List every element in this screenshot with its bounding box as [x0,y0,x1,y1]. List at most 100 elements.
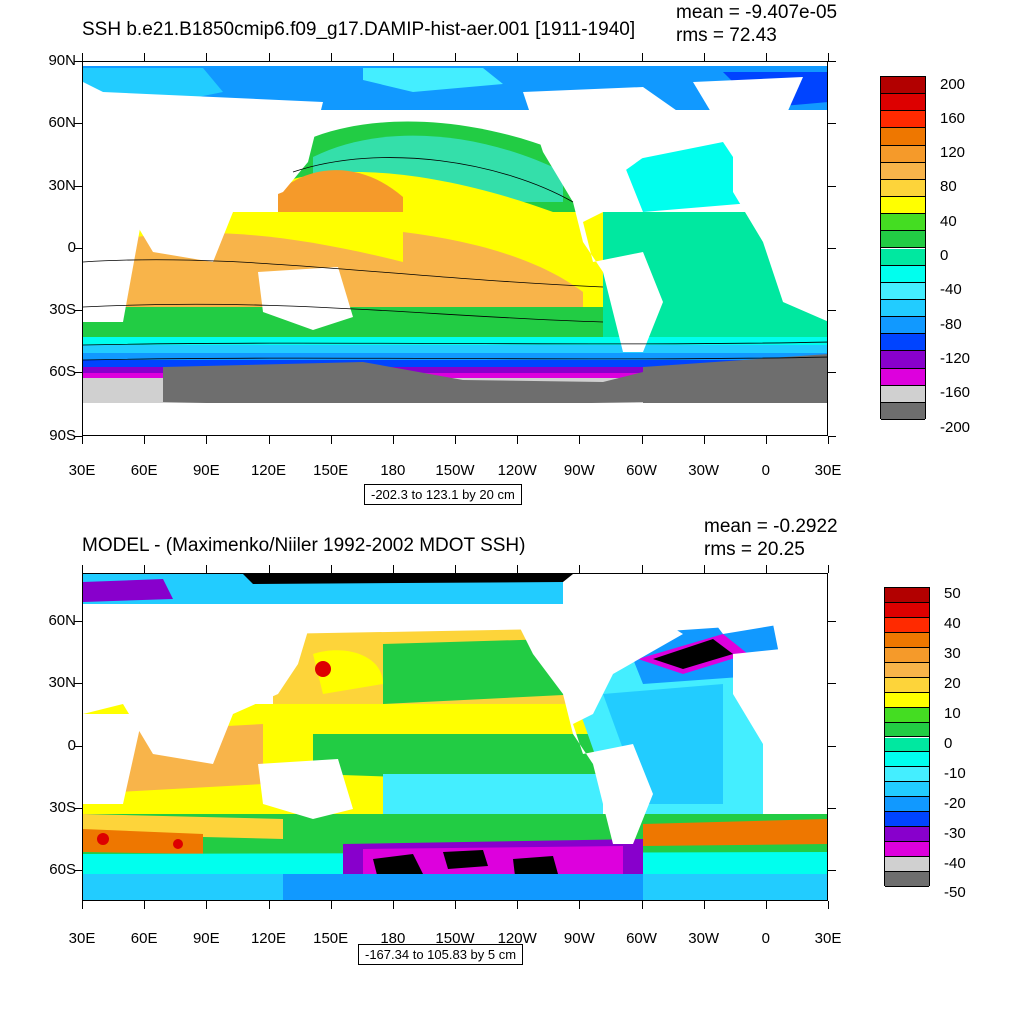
lat-label: 90S [49,427,76,444]
lon-tick [82,565,83,573]
lon-tick [641,565,643,573]
colorbar-label: 0 [944,734,953,752]
lon-tick [268,436,270,444]
colorbar-swatch [885,842,929,858]
colorbar-swatch [885,737,929,753]
lon-label: 60W [626,462,657,479]
colorbar-swatch [881,94,925,112]
lat-tick [828,372,836,373]
lat-tick [828,683,836,684]
colorbar-swatch [885,588,929,603]
colorbar-swatch [885,692,929,708]
lon-tick [392,565,394,573]
lon-tick [455,565,456,573]
lon-tick [82,901,83,909]
lon-tick [703,901,705,909]
lon-label: 180 [380,930,406,947]
lat-tick [74,746,82,747]
colorbar-swatch [885,677,929,693]
top-mean-stat: mean = -9.407e-05 [676,2,838,23]
lat-tick [74,683,82,684]
colorbar-swatch [885,827,929,843]
lat-tick [74,186,82,187]
lon-tick [765,53,767,61]
lon-tick [206,565,208,573]
lon-tick [268,901,270,909]
lat-tick [74,621,82,622]
colorbar-swatch [885,752,929,768]
lon-tick [330,436,332,444]
lon-tick [828,436,829,444]
colorbar-swatch [881,179,925,198]
lat-tick [828,310,836,311]
colorbar-swatch [881,351,925,369]
lon-tick [206,53,208,61]
colorbar-label: 40 [944,615,961,633]
lon-tick [828,53,829,61]
colorbar-label: -40 [940,281,962,299]
lat-tick [828,436,836,437]
lat-tick [828,808,836,809]
colorbar-label: 160 [940,109,966,127]
lon-tick [579,901,581,909]
lon-tick [82,53,83,61]
lat-tick [74,123,82,124]
lon-label: 120E [250,930,287,947]
colorbar-label: -200 [940,418,971,436]
colorbar-label: 40 [940,212,957,230]
lon-label: 90W [563,930,595,947]
lat-label: 60S [49,861,76,878]
lon-label: 120E [250,462,287,479]
colorbar-label: -20 [944,794,966,812]
lon-tick [765,565,767,573]
colorbar-label: 0 [940,247,949,265]
colorbar-label: -40 [944,854,966,872]
lon-tick [268,53,270,61]
colorbar-label: -160 [940,384,971,402]
colorbar-label: 20 [944,675,961,693]
lon-tick [144,436,146,444]
lon-label: 150W [435,462,475,479]
lon-tick [517,53,519,61]
top-colorbar [880,76,926,420]
lat-tick [828,186,836,187]
lat-tick [828,123,836,124]
bottom-map [82,573,828,901]
lat-label: 60N [48,114,76,131]
lon-tick [82,436,83,444]
lon-tick [828,901,829,909]
lat-label: 30S [49,799,76,816]
colorbar-swatch [881,317,925,335]
colorbar-swatch [885,722,929,738]
lon-tick [330,565,332,573]
lon-label: 60E [130,462,158,479]
bottom-contour-range: -167.34 to 105.83 by 5 cm [358,944,524,965]
lat-tick [74,870,82,871]
top-map [82,61,828,436]
lon-tick [641,436,643,444]
colorbar-swatch [885,662,929,678]
colorbar-swatch [881,368,925,386]
colorbar-label: -50 [944,884,966,902]
lon-tick [330,53,332,61]
lon-label: 150E [313,462,349,479]
top-contour-range: -202.3 to 123.1 by 20 cm [364,484,522,505]
lon-label: 60E [130,930,158,947]
top-ssh-field [83,62,827,435]
lat-label: 0 [67,239,76,256]
lat-label: 30S [49,301,76,318]
colorbar-swatch [881,231,925,249]
lat-label: 0 [67,737,76,754]
top-rms-stat: rms = 72.43 [676,25,777,46]
lat-tick [74,808,82,809]
colorbar-swatch [881,214,925,232]
lon-tick [765,436,767,444]
bottom-mean-stat: mean = -0.2922 [704,516,838,537]
lon-tick [206,901,208,909]
colorbar-label: -120 [940,349,971,367]
lon-tick [392,901,394,909]
colorbar-swatch [881,248,925,266]
colorbar-swatch [881,145,925,163]
colorbar-swatch [885,617,929,633]
lon-label: 0 [761,930,770,947]
